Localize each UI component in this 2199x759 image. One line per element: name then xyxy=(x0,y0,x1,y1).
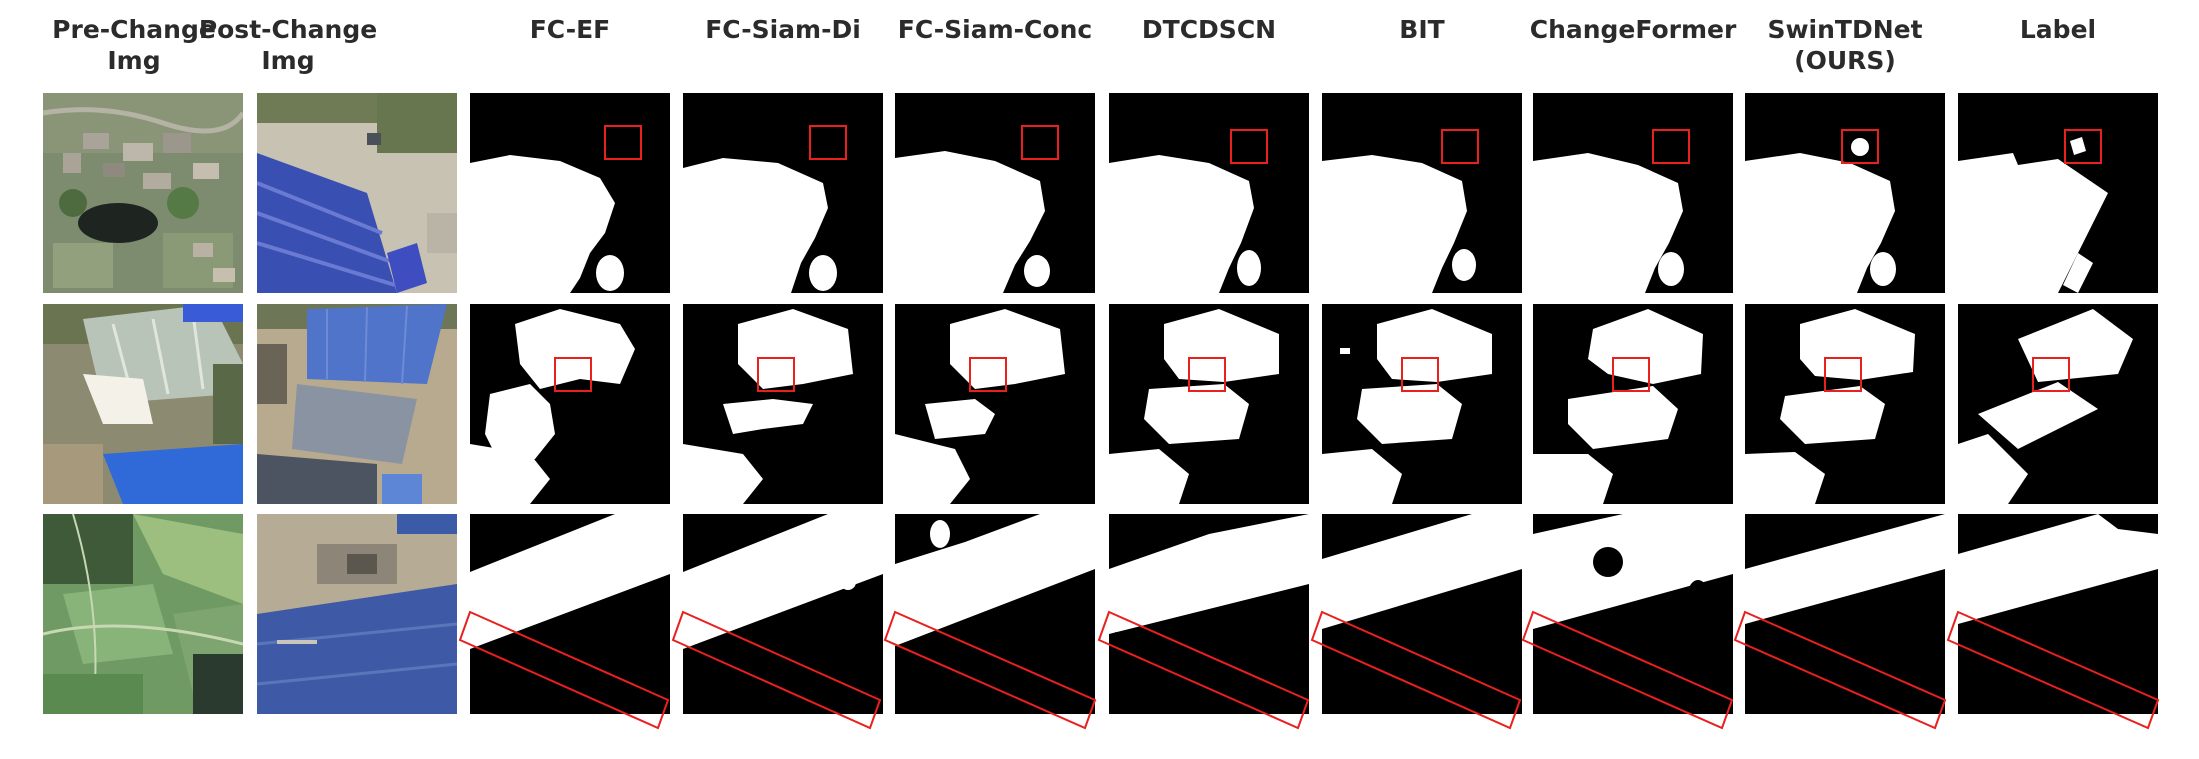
label-mask-row1 xyxy=(1958,93,2158,293)
column-header-pre-change: Pre-Change Img xyxy=(34,14,234,90)
fc-ef-mask-row2 xyxy=(470,304,670,504)
pre-change-image-row3 xyxy=(43,514,243,714)
bit-mask-row1 xyxy=(1322,93,1522,293)
header-text: DTCDSCN xyxy=(1141,15,1277,44)
header-text: ChangeFormer xyxy=(1529,15,1737,44)
swintdnet-mask-row3 xyxy=(1745,514,1945,714)
fc-siam-conc-mask-row1 xyxy=(895,93,1095,293)
bit-mask-row3 xyxy=(1322,514,1522,714)
column-header-bit: BIT xyxy=(1322,14,1522,90)
dtcdscn-mask-row2 xyxy=(1109,304,1309,504)
fc-siam-di-mask-row3 xyxy=(683,514,883,714)
swintdnet-mask-row2 xyxy=(1745,304,1945,504)
post-change-image-row1 xyxy=(257,93,457,293)
header-text: SwinTDNet (OURS) xyxy=(1767,15,1923,75)
fc-siam-di-mask-row1 xyxy=(683,93,883,293)
post-change-image-row2 xyxy=(257,304,457,504)
post-change-image-row3 xyxy=(257,514,457,714)
changeformer-mask-row1 xyxy=(1533,93,1733,293)
label-mask-row2 xyxy=(1958,304,2158,504)
column-header-post-change: Post-Change Img xyxy=(158,14,418,90)
swintdnet-mask-row1 xyxy=(1745,93,1945,293)
header-text: Label xyxy=(2019,15,2097,44)
header-text: Pre-Change Img xyxy=(52,15,216,75)
fc-siam-conc-mask-row2 xyxy=(895,304,1095,504)
column-header-swintdnet: SwinTDNet (OURS) xyxy=(1745,14,1945,90)
fc-siam-conc-mask-row3 xyxy=(895,514,1095,714)
header-text: Post-Change Img xyxy=(198,15,378,75)
bit-mask-row2 xyxy=(1322,304,1522,504)
header-text: FC-EF xyxy=(529,15,611,44)
column-header-fc-siam-conc: FC-Siam-Conc xyxy=(880,14,1110,90)
column-header-fc-siam-di: FC-Siam-Di xyxy=(683,14,883,90)
changeformer-mask-row3 xyxy=(1533,514,1733,714)
pre-change-image-row1 xyxy=(43,93,243,293)
dtcdscn-mask-row3 xyxy=(1109,514,1309,714)
fc-siam-di-mask-row2 xyxy=(683,304,883,504)
fc-ef-mask-row3 xyxy=(470,514,670,714)
column-header-fc-ef: FC-EF xyxy=(470,14,670,90)
header-text: FC-Siam-Di xyxy=(705,15,861,44)
column-header-changeformer: ChangeFormer xyxy=(1530,14,1737,90)
pre-change-image-row2 xyxy=(43,304,243,504)
column-header-dtcdscn: DTCDSCN xyxy=(1109,14,1309,90)
dtcdscn-mask-row1 xyxy=(1109,93,1309,293)
fc-ef-mask-row1 xyxy=(470,93,670,293)
column-header-label: Label xyxy=(1958,14,2158,90)
changeformer-mask-row2 xyxy=(1533,304,1733,504)
header-text: FC-Siam-Conc xyxy=(897,15,1093,44)
label-mask-row3 xyxy=(1958,514,2158,714)
header-text: BIT xyxy=(1399,15,1445,44)
